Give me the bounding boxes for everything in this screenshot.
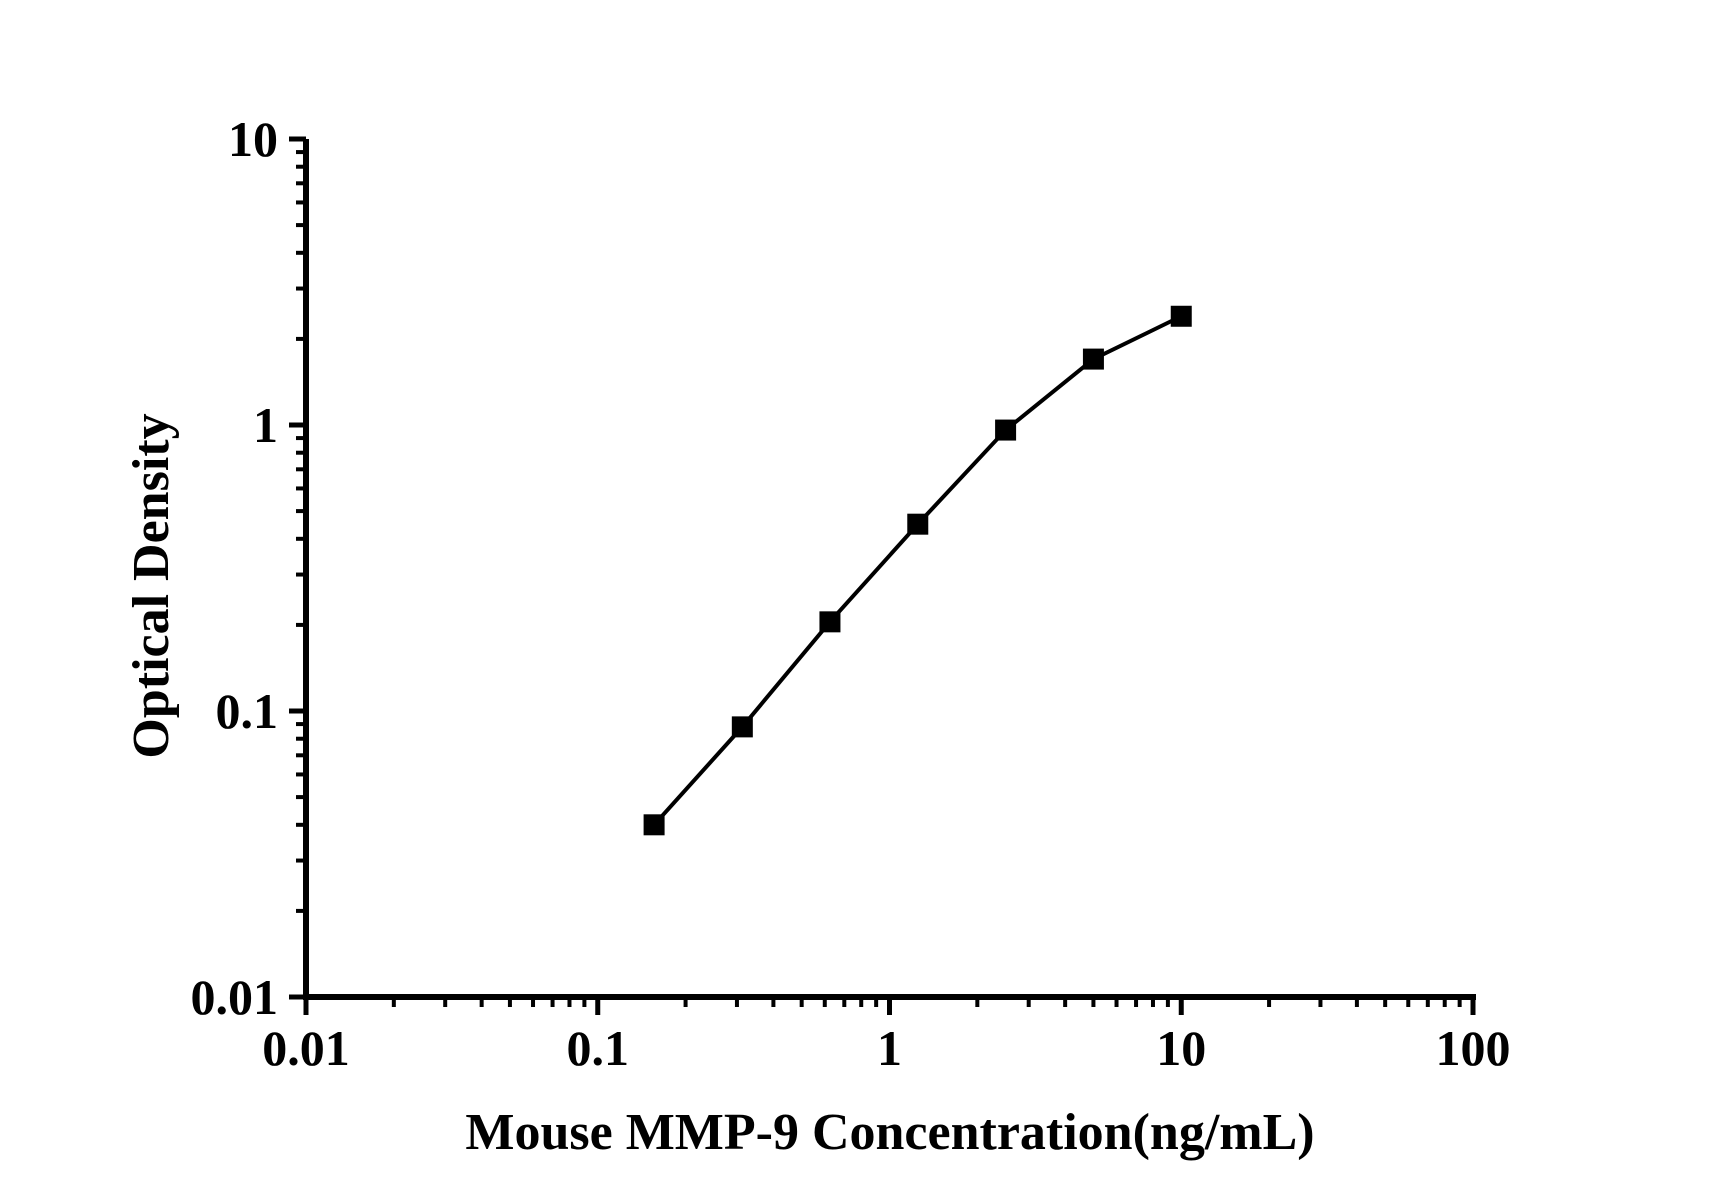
data-point-marker <box>731 716 753 738</box>
chart-plot-area: 0.01 0.1 1 10 100 0.01 0.1 1 10 <box>191 111 1511 1076</box>
data-point-marker <box>1170 305 1192 327</box>
data-point-marker <box>643 814 665 836</box>
x-tick-label: 1 <box>877 1020 902 1076</box>
data-point-marker <box>995 419 1017 441</box>
data-point-marker <box>907 513 929 535</box>
x-axis-title: Mouse MMP-9 Concentration(ng/mL) <box>465 1104 1315 1161</box>
series-line <box>652 314 1183 827</box>
y-tick-label: 0.1 <box>216 683 279 739</box>
data-point-marker <box>819 611 841 633</box>
x-tick-label: 0.01 <box>262 1020 350 1076</box>
x-tick-label: 10 <box>1156 1020 1206 1076</box>
y-tick-label: 10 <box>228 111 278 167</box>
y-tick-label: 1 <box>253 397 278 453</box>
x-tick-label: 0.1 <box>567 1020 630 1076</box>
y-tick-label: 0.01 <box>191 969 279 1025</box>
x-tick-label: 100 <box>1436 1020 1511 1076</box>
y-axis-title: Optical Density <box>123 413 180 759</box>
axis-lines <box>303 139 1476 1000</box>
data-point-marker <box>1082 348 1104 370</box>
